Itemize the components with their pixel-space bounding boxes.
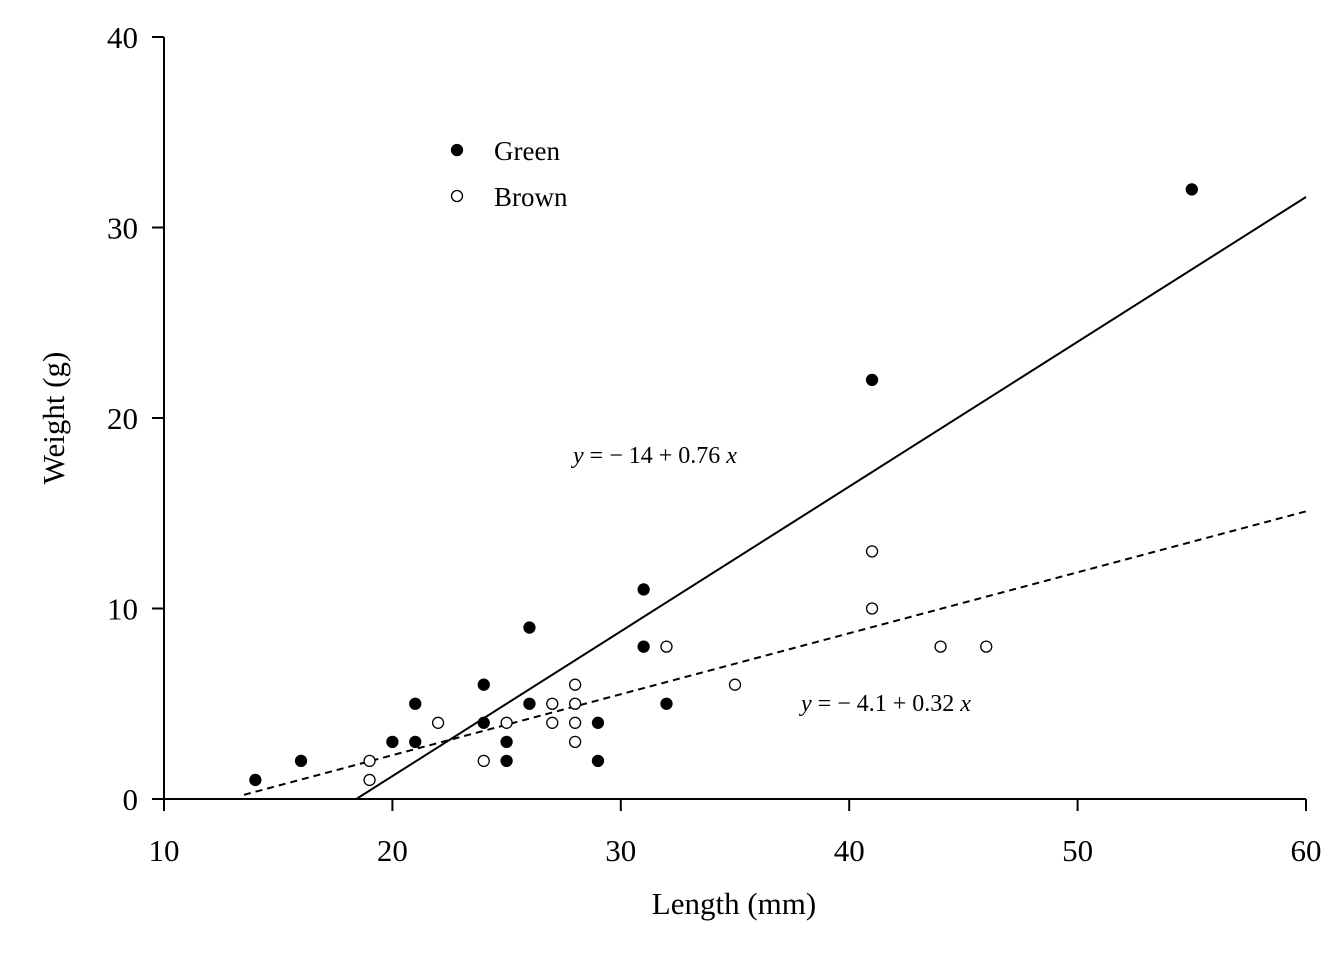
x-tick-label: 50 <box>1062 833 1093 868</box>
brown-point <box>568 735 582 748</box>
brown-fit-equation: y = − 4.1 + 0.32 x <box>799 691 971 717</box>
brown-point <box>865 602 879 615</box>
legend-marker-brown <box>450 189 464 203</box>
green-point <box>523 697 536 710</box>
green-point <box>637 640 650 653</box>
brown-point <box>568 678 582 691</box>
x-axis-title: Length (mm) <box>652 886 816 921</box>
green-point <box>386 735 399 748</box>
legend-marker-green <box>450 143 464 157</box>
x-tick-label: 40 <box>834 833 865 868</box>
y-tick-label: 10 <box>107 592 138 627</box>
y-axis-title: Weight (g) <box>36 352 71 485</box>
green-point <box>1185 183 1198 196</box>
green-point <box>294 754 308 768</box>
green-point <box>523 621 536 634</box>
brown-point <box>980 640 993 653</box>
brown-point <box>934 640 947 653</box>
data-points <box>249 183 1198 787</box>
y-tick-label: 0 <box>123 782 139 817</box>
brown-point <box>728 678 742 691</box>
y-tick-label: 30 <box>107 211 138 246</box>
brown-point <box>363 773 376 787</box>
equations: y = − 14 + 0.76 x y = − 4.1 + 0.32 x <box>571 443 971 717</box>
green-fit-equation: y = − 14 + 0.76 x <box>571 443 737 469</box>
green-point <box>409 735 422 748</box>
brown-point <box>431 716 445 729</box>
green-point <box>637 583 650 596</box>
brown-point <box>865 545 879 558</box>
fit-lines <box>243 196 1307 800</box>
y-tick-label: 40 <box>107 20 138 55</box>
brown-point <box>568 697 582 710</box>
green-point <box>865 373 879 387</box>
x-tick-label: 60 <box>1291 833 1322 868</box>
green-point <box>500 735 513 748</box>
green-point <box>477 678 490 691</box>
green-fit-line <box>355 196 1307 800</box>
brown-point <box>660 640 673 653</box>
brown-point <box>568 716 582 729</box>
axes: 10 20 30 40 50 60 0 10 20 30 40 <box>107 20 1322 868</box>
green-point <box>409 697 422 710</box>
green-point <box>477 716 490 729</box>
brown-point <box>546 716 559 729</box>
green-point <box>500 754 513 768</box>
x-tick-label: 10 <box>149 833 180 868</box>
x-tick-label: 30 <box>605 833 636 868</box>
legend-label-brown: Brown <box>494 182 568 212</box>
green-point <box>591 754 605 768</box>
brown-point <box>500 716 513 729</box>
brown-fit-line <box>243 510 1307 796</box>
x-tick-label: 20 <box>377 833 408 868</box>
y-tick-label: 20 <box>107 401 138 436</box>
green-point <box>660 697 673 710</box>
green-point <box>591 716 605 729</box>
legend: Green Brown <box>450 136 568 212</box>
green-point <box>249 773 262 787</box>
brown-point <box>477 754 490 768</box>
legend-label-green: Green <box>494 136 560 166</box>
brown-point <box>363 754 376 768</box>
brown-point <box>546 697 559 710</box>
